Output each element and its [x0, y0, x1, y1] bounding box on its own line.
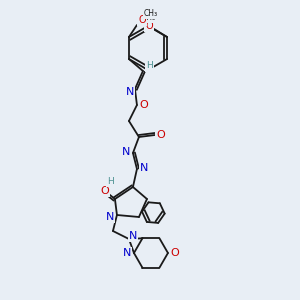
Text: O: O: [157, 130, 165, 140]
Text: N: N: [140, 163, 148, 173]
Text: O: O: [138, 15, 146, 25]
Text: N: N: [129, 231, 137, 241]
Text: H: H: [147, 61, 153, 70]
Text: CH₃: CH₃: [144, 8, 158, 17]
Text: CH₃: CH₃: [142, 13, 156, 22]
Text: N: N: [123, 248, 131, 258]
Text: O: O: [171, 248, 179, 258]
Text: N: N: [122, 147, 130, 157]
Text: O: O: [140, 100, 148, 110]
Text: H: H: [108, 176, 114, 185]
Text: N: N: [126, 87, 134, 97]
Text: N: N: [106, 212, 114, 222]
Text: O: O: [100, 186, 109, 196]
Text: O: O: [145, 21, 153, 31]
